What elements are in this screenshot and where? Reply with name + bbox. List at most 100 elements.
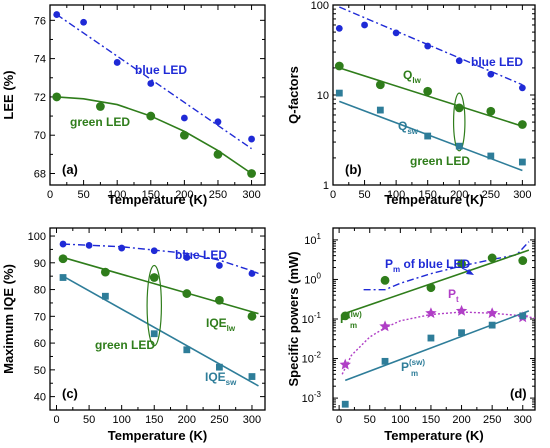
x-tick-label: 300 xyxy=(514,414,532,426)
y-tick-label: 72 xyxy=(34,92,46,104)
x-tick-label: 250 xyxy=(483,414,501,426)
annotation-label: green LED xyxy=(95,338,155,352)
y-tick-label: 100 xyxy=(311,0,329,12)
data-point xyxy=(214,295,224,305)
y-axis-label: Maximum IQE (%) xyxy=(1,264,16,374)
data-point xyxy=(454,103,464,113)
y-tick-label: 100 xyxy=(304,271,321,286)
x-tick-label: 150 xyxy=(145,414,163,426)
y-tick-label: 1 xyxy=(323,180,329,192)
annotation-label: green LED xyxy=(70,115,130,129)
x-tick-label: 50 xyxy=(358,189,370,201)
data-point xyxy=(380,275,390,285)
data-point xyxy=(149,273,159,282)
fit-line xyxy=(62,243,259,275)
data-point xyxy=(375,80,385,90)
panel-label: (a) xyxy=(62,162,78,177)
fit-line xyxy=(62,275,259,387)
x-tick-label: 300 xyxy=(243,414,261,426)
data-point xyxy=(118,244,126,252)
data-point xyxy=(101,292,109,300)
data-point xyxy=(455,304,468,316)
y-tick-label: 70 xyxy=(34,311,46,323)
data-point xyxy=(215,262,223,269)
annotation-label: Qsw xyxy=(398,119,419,136)
fit-line xyxy=(341,311,535,375)
highlight-ellipse xyxy=(452,92,466,152)
x-tick-label: 250 xyxy=(209,189,227,201)
data-point xyxy=(361,21,368,29)
data-point xyxy=(179,130,189,140)
x-tick-label: 100 xyxy=(112,414,130,426)
data-point xyxy=(146,111,156,121)
x-tick-label: 50 xyxy=(77,189,89,201)
plot-frame xyxy=(49,4,266,186)
fit-line xyxy=(339,67,523,127)
data-point xyxy=(427,334,435,342)
data-point xyxy=(247,169,256,178)
y-tick-label: 101 xyxy=(304,232,321,247)
y-tick-label: 50 xyxy=(34,365,46,377)
data-point xyxy=(392,29,400,37)
y-tick-label: 10-2 xyxy=(302,351,322,366)
y-tick-label: 90 xyxy=(34,258,46,270)
data-point xyxy=(379,320,391,332)
x-axis-label: Temperature (K) xyxy=(384,428,483,443)
x-tick-label: 200 xyxy=(178,414,196,426)
x-axis-label: Temperature (K) xyxy=(108,428,207,443)
annotation-label: blue LED xyxy=(471,55,523,69)
data-point xyxy=(424,42,432,50)
y-tick-label: 80 xyxy=(34,285,46,297)
data-point xyxy=(518,84,526,92)
x-tick-label: 250 xyxy=(482,189,500,201)
fit-line xyxy=(56,13,252,150)
x-tick-label: 150 xyxy=(419,189,437,201)
chart-specific-powers-vs-temperature: 0 50 100 150 200 250 300 10-3 10-2 10-1 100 101 Temp… xyxy=(286,227,536,443)
plot-frame xyxy=(49,227,266,411)
data-point xyxy=(486,307,498,319)
data-point xyxy=(381,357,389,365)
data-point xyxy=(182,289,192,298)
data-point xyxy=(339,358,351,370)
annotation-label: IQElw xyxy=(206,316,236,333)
data-point xyxy=(248,373,256,380)
data-point xyxy=(517,120,527,129)
annotation-label: IQEsw xyxy=(205,370,237,387)
annotation-label: Qlw xyxy=(403,68,422,85)
data-point xyxy=(455,142,463,150)
data-point xyxy=(423,86,433,96)
y-tick-label: 100 xyxy=(28,231,46,243)
y-tick-label: 74 xyxy=(34,54,46,66)
data-point xyxy=(183,346,191,354)
data-point xyxy=(113,59,121,66)
x-tick-label: 0 xyxy=(53,414,59,426)
y-tick-label: 10-1 xyxy=(302,311,322,326)
annotation-label: Pt xyxy=(448,287,459,304)
data-point xyxy=(376,106,384,114)
data-point xyxy=(519,312,527,320)
data-point xyxy=(213,149,223,159)
y-axis-label: LEE (%) xyxy=(1,70,16,119)
y-tick-label: 10-3 xyxy=(302,390,322,405)
annotation-label: P(lw) m xyxy=(340,310,362,330)
annotation-label: blue LED xyxy=(175,248,227,262)
x-tick-label: 300 xyxy=(242,189,260,201)
y-tick-label: 10 xyxy=(317,90,329,102)
annotation-label: Pm of blue LED xyxy=(385,257,470,274)
panel-label: (c) xyxy=(62,386,78,401)
chart-max-iqe-vs-temperature: 0 50 100 150 200 250 300 40 50 60 70 80 90 100 Tempera… xyxy=(1,227,266,443)
x-axis-label: Temperature (K) xyxy=(108,192,207,207)
x-tick-label: 100 xyxy=(387,189,405,201)
data-point xyxy=(58,254,68,264)
x-tick-label: 150 xyxy=(142,189,160,201)
y-axis-label: Specific powers (mW) xyxy=(286,251,301,386)
data-point xyxy=(248,270,256,277)
data-point xyxy=(486,106,496,116)
x-tick-label: 250 xyxy=(210,414,228,426)
data-point xyxy=(518,256,528,265)
y-tick-label: 60 xyxy=(34,338,46,350)
panel-label: (b) xyxy=(345,162,362,177)
data-point xyxy=(59,274,67,281)
data-point xyxy=(183,254,191,261)
